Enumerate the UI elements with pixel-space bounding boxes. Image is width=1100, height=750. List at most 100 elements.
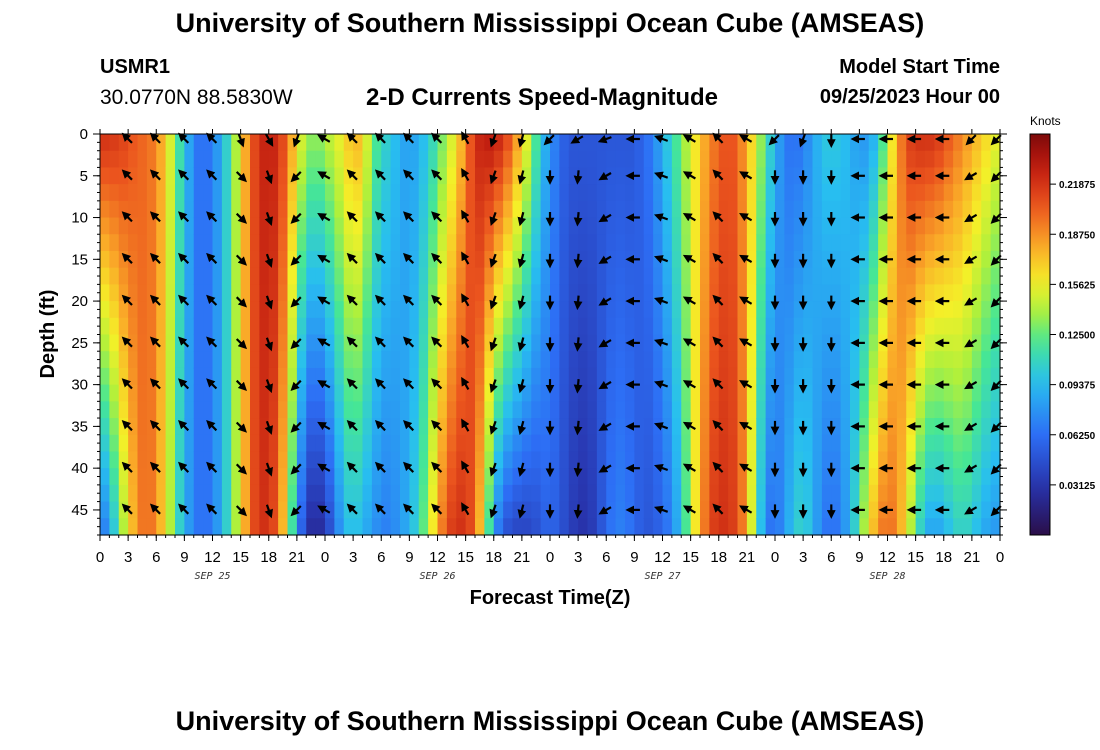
heatmap-cell — [559, 384, 570, 402]
heatmap-cell — [643, 367, 654, 386]
heatmap-cell — [700, 518, 710, 536]
current-vector — [431, 420, 443, 432]
heatmap-cell — [868, 418, 879, 436]
heatmap-cell — [634, 518, 645, 536]
heatmap-cell — [475, 518, 485, 536]
heatmap-cell — [100, 384, 110, 402]
heatmap-cell — [803, 217, 814, 235]
heatmap-cell — [175, 150, 185, 169]
heatmap-cell — [512, 367, 523, 386]
heatmap-cell — [156, 451, 167, 469]
heatmap-cell — [896, 384, 907, 402]
heatmap-cell — [296, 384, 307, 402]
heatmap-cell — [690, 301, 701, 319]
current-vector — [346, 169, 358, 181]
heatmap-cell — [971, 284, 982, 302]
heatmap-cell — [531, 200, 542, 219]
x-tick-label: 15 — [907, 549, 924, 566]
heatmap-cell — [840, 451, 851, 469]
heatmap-cell — [493, 200, 504, 219]
heatmap-cell — [821, 518, 832, 536]
heatmap-cell — [531, 150, 542, 169]
heatmap-cell — [971, 367, 982, 386]
heatmap-cell — [381, 501, 392, 519]
heatmap-cell — [662, 284, 673, 302]
heatmap-cell — [334, 234, 345, 252]
heatmap-cell — [315, 484, 326, 503]
heatmap-cell — [868, 150, 879, 169]
heatmap-cell — [484, 484, 495, 503]
heatmap-cell — [231, 501, 242, 519]
heatmap-cell — [175, 200, 185, 219]
heatmap-cell — [381, 451, 392, 469]
heatmap-cell — [353, 284, 364, 302]
heatmap-cell — [784, 184, 795, 202]
heatmap-cell — [306, 468, 317, 486]
heatmap-cell — [175, 217, 185, 235]
heatmap-cell — [137, 284, 148, 302]
heatmap-cell — [990, 468, 1001, 486]
heatmap-cell — [803, 367, 814, 386]
current-vector — [317, 171, 331, 180]
current-vector — [374, 132, 386, 144]
heatmap-cell — [868, 267, 879, 285]
heatmap-cell — [868, 468, 879, 486]
heatmap-cell — [587, 434, 598, 453]
heatmap-cell — [643, 351, 654, 369]
heatmap-cell — [175, 317, 185, 336]
heatmap-cell — [653, 234, 664, 252]
heatmap-cell — [850, 468, 860, 486]
heatmap-cell — [821, 284, 832, 302]
heatmap-cell — [334, 317, 345, 336]
heatmap-cell — [634, 150, 645, 169]
heatmap-cell — [990, 367, 1001, 386]
heatmap-cell — [465, 334, 476, 352]
heatmap-cell — [390, 401, 401, 419]
heatmap-cell — [971, 468, 982, 486]
heatmap-cell — [362, 250, 373, 269]
heatmap-cell — [990, 434, 1001, 453]
heatmap-cell — [240, 451, 251, 469]
heatmap-cell — [943, 434, 954, 453]
heatmap-cell — [278, 418, 289, 436]
current-vector — [431, 132, 443, 144]
heatmap-cell — [915, 384, 926, 402]
heatmap-cell — [109, 284, 120, 302]
heatmap-cell — [400, 301, 410, 319]
heatmap-cell — [859, 451, 870, 469]
heatmap-cell — [775, 284, 785, 302]
current-vector — [374, 419, 386, 432]
heatmap-cell — [484, 501, 495, 519]
heatmap-cell — [390, 501, 401, 519]
heatmap-cell — [737, 518, 748, 536]
heatmap-cell — [250, 367, 260, 386]
current-vector — [573, 211, 583, 227]
heatmap-cell — [146, 200, 157, 219]
heatmap-cell — [343, 401, 354, 419]
heatmap-cell — [100, 518, 110, 536]
heatmap-cell — [587, 451, 598, 469]
heatmap-cell — [915, 150, 926, 169]
current-vector — [461, 131, 470, 145]
heatmap-cell — [859, 134, 870, 152]
heatmap-cell — [390, 284, 401, 302]
heatmap-cell — [606, 401, 617, 419]
heatmap-cell — [353, 451, 364, 469]
heatmap-cell — [325, 334, 335, 352]
current-vector — [598, 339, 612, 348]
heatmap-cell — [306, 401, 317, 419]
heatmap-cell — [203, 367, 214, 386]
heatmap-cell — [437, 267, 448, 285]
heatmap-cell — [418, 468, 429, 486]
heatmap-cell — [700, 418, 710, 436]
heatmap-cell — [925, 451, 935, 469]
heatmap-cell — [634, 401, 645, 419]
heatmap-cell — [681, 301, 692, 319]
heatmap-cell — [840, 150, 851, 169]
heatmap-cell — [803, 384, 814, 402]
heatmap-cell — [793, 134, 804, 152]
heatmap-cell — [821, 384, 832, 402]
heatmap-cell — [212, 401, 223, 419]
heatmap-cell — [296, 301, 307, 319]
heatmap-cell — [400, 451, 410, 469]
